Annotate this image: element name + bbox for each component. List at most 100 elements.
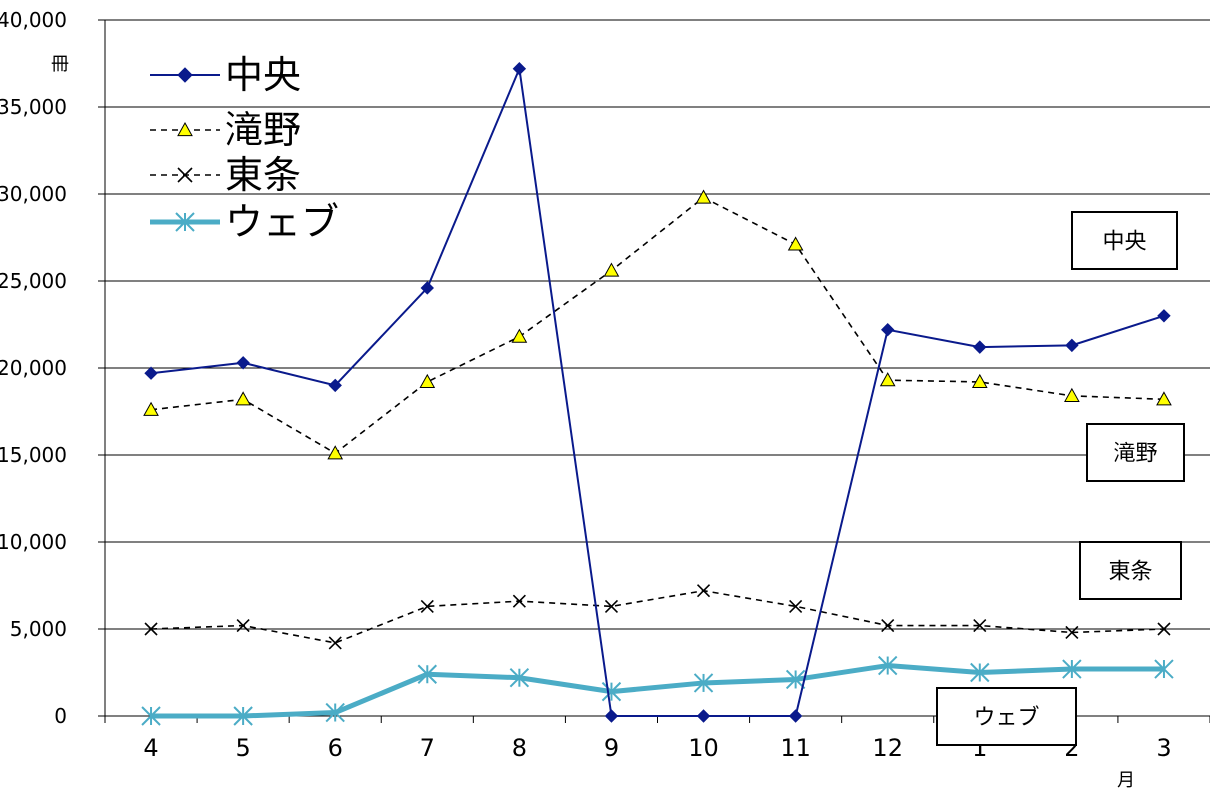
triangle-marker — [603, 262, 620, 277]
legend-label: 東条 — [225, 153, 301, 197]
annotation-box: 滝野 — [1086, 423, 1185, 482]
data-point — [696, 709, 711, 723]
series-line — [150, 67, 1165, 717]
data-point — [787, 236, 804, 251]
diamond-marker — [973, 340, 987, 354]
x-marker-stroke — [328, 636, 342, 650]
data-point — [604, 599, 619, 613]
data-point — [971, 373, 988, 389]
data-point — [1065, 625, 1079, 640]
series-group — [141, 62, 1174, 726]
data-point — [177, 67, 193, 83]
series-line — [150, 196, 1164, 455]
x-marker-stroke — [1065, 625, 1079, 640]
x-marker-stroke — [512, 594, 526, 608]
data-point — [789, 599, 803, 613]
series-2 — [143, 189, 1172, 460]
annotation-box: 東条 — [1079, 541, 1182, 600]
triangle-marker — [787, 236, 804, 251]
y-unit-label: 冊 — [51, 54, 69, 75]
data-point — [693, 673, 714, 693]
data-point — [420, 281, 434, 295]
data-point — [601, 681, 622, 702]
x-tick-label: 9 — [604, 734, 619, 762]
data-point — [1157, 309, 1171, 323]
y-tick-label: 10,000 — [0, 530, 67, 554]
data-point — [973, 618, 987, 633]
annotation-frame — [1086, 423, 1185, 482]
legend-entry: 滝野 — [150, 108, 301, 152]
series-4 — [141, 655, 1174, 726]
x-tick-label: 3 — [1156, 734, 1171, 762]
x-marker-stroke — [177, 167, 193, 183]
series-3 — [144, 584, 1171, 650]
x-unit-label: 月 — [1117, 770, 1135, 791]
y-tick-label: 35,000 — [0, 95, 67, 119]
x-tick-label: 12 — [872, 734, 903, 762]
x-tick-label: 5 — [235, 734, 250, 762]
triangle-marker — [1156, 391, 1172, 406]
legend-label: 滝野 — [225, 108, 301, 152]
data-point — [236, 356, 250, 370]
legend-entry: ウェブ — [150, 200, 339, 244]
annotation-box: 中央 — [1071, 211, 1178, 270]
diamond-marker — [236, 356, 250, 370]
annotation-label: 滝野 — [1113, 442, 1157, 467]
x-tick-label: 11 — [780, 734, 811, 762]
data-point — [325, 702, 345, 723]
triangle-marker — [1064, 387, 1080, 402]
annotation-frame — [1079, 541, 1182, 600]
diamond-marker — [328, 378, 342, 393]
data-point — [328, 636, 342, 650]
triangle-marker — [419, 373, 436, 389]
series-1 — [144, 62, 1171, 723]
diamond-marker — [1065, 338, 1079, 353]
x-marker-stroke — [696, 584, 711, 598]
data-point — [175, 212, 195, 232]
data-point — [973, 340, 987, 354]
data-point — [1064, 387, 1080, 402]
data-point — [328, 378, 342, 393]
series-line — [151, 589, 1164, 644]
data-point — [511, 328, 528, 343]
y-tick-label: 40,000 — [0, 8, 67, 32]
triangle-marker — [695, 189, 712, 204]
diamond-marker — [604, 709, 619, 723]
gridlines — [105, 19, 1210, 630]
data-point — [419, 373, 436, 389]
series-line — [151, 663, 1164, 719]
data-point — [144, 366, 158, 380]
data-point — [512, 62, 527, 76]
data-point — [144, 622, 158, 636]
data-point — [970, 662, 990, 683]
data-point — [235, 391, 251, 406]
data-point — [177, 167, 193, 183]
y-tick-label: 5,000 — [10, 617, 67, 641]
y-tick-label: 0 — [54, 704, 67, 728]
y-tick-label: 25,000 — [0, 269, 67, 293]
y-tick-label: 15,000 — [0, 443, 67, 467]
data-point — [327, 445, 344, 460]
data-point — [509, 668, 530, 688]
x-marker-stroke — [789, 599, 803, 613]
diamond-marker — [177, 67, 193, 83]
y-tick-labels: 0 5,000 10,000 15,000 20,000 25,000 30,000 35,0… — [0, 8, 67, 728]
legend-entry: 中央 — [150, 53, 301, 97]
x-tick-label: 10 — [688, 734, 719, 762]
data-point — [1157, 622, 1171, 636]
x-marker-stroke — [144, 622, 158, 636]
data-point — [417, 664, 437, 684]
triangle-marker — [971, 373, 988, 389]
data-point — [1154, 659, 1174, 679]
data-point — [881, 323, 895, 337]
annotation-frame — [936, 687, 1077, 746]
triangle-marker — [177, 121, 193, 137]
annotation-box: ウェブ — [936, 687, 1077, 746]
data-point — [236, 618, 250, 633]
data-point — [1065, 338, 1079, 353]
triangle-marker — [879, 372, 896, 387]
diamond-marker — [696, 709, 711, 723]
y-tick-label: 30,000 — [0, 182, 67, 206]
